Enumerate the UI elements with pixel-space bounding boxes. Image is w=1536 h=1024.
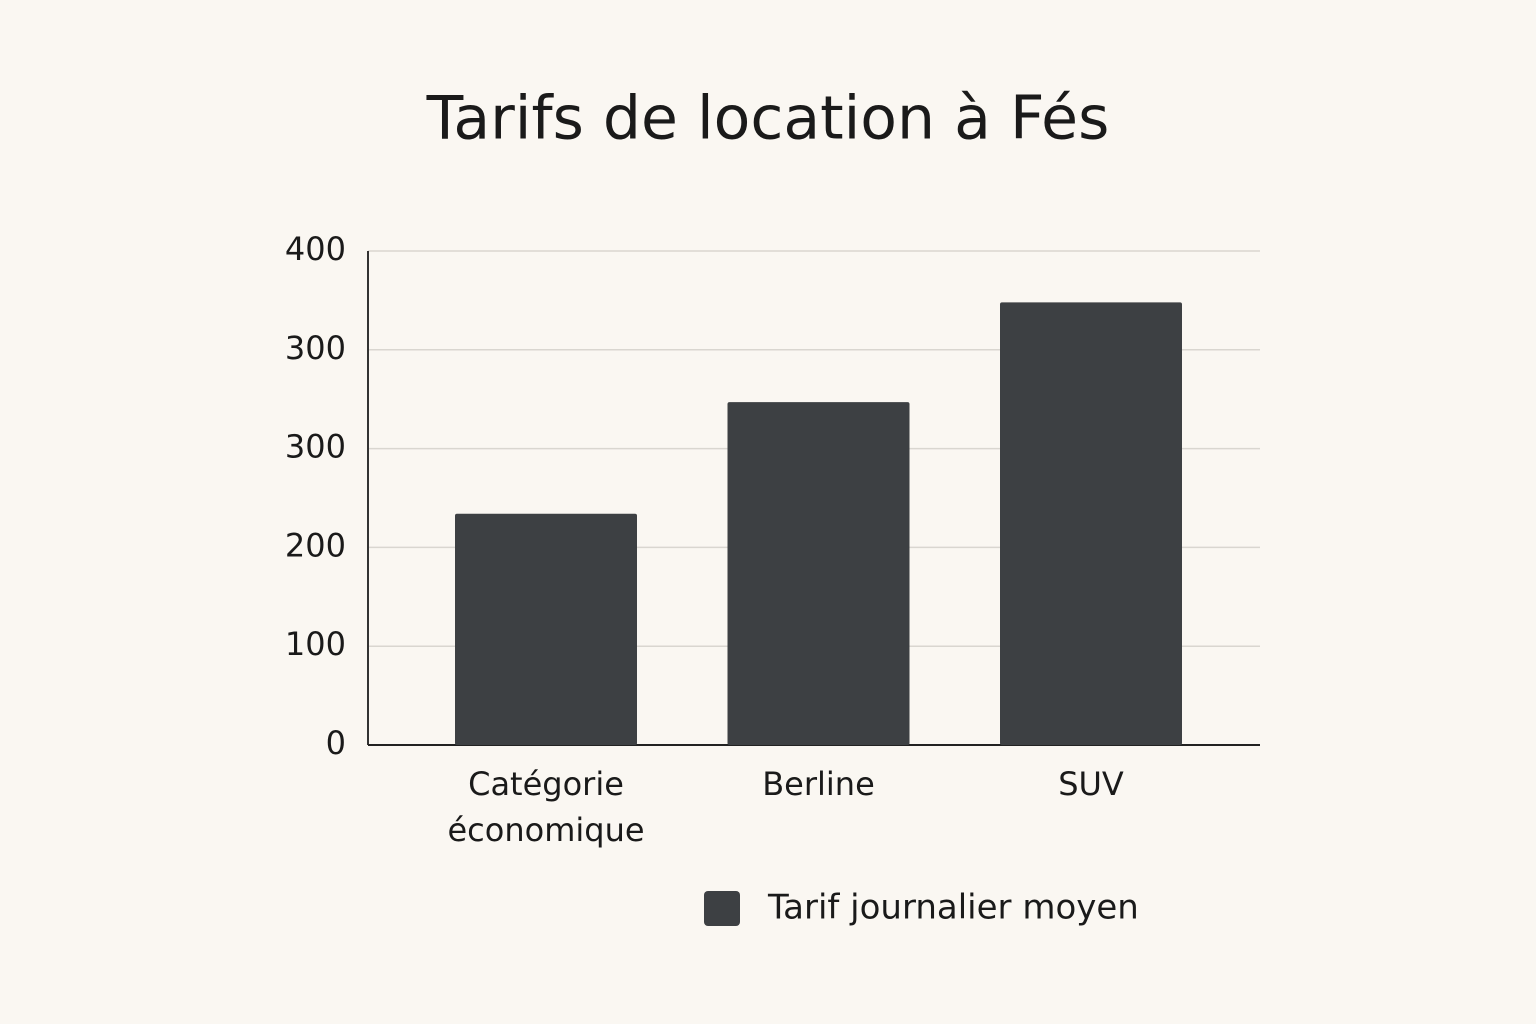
x-tick-label: SUV (1058, 765, 1124, 803)
legend-label: Tarif journalier moyen (767, 888, 1139, 928)
y-tick-label: 300 (285, 329, 346, 367)
y-tick-label: 0 (326, 724, 346, 762)
legend-swatch (704, 891, 740, 926)
bar (727, 402, 910, 745)
bar (455, 513, 637, 745)
x-tick-label: Berline (762, 765, 875, 803)
y-tick-label: 200 (285, 526, 346, 564)
y-tick-label: 100 (285, 625, 346, 663)
chart-title: Tarifs de location à Fés (426, 84, 1110, 154)
y-tick-label: 300 (285, 428, 346, 466)
x-tick-label: Catégorie économique (447, 765, 645, 849)
y-tick-label: 400 (285, 230, 346, 268)
bar (1000, 302, 1182, 745)
